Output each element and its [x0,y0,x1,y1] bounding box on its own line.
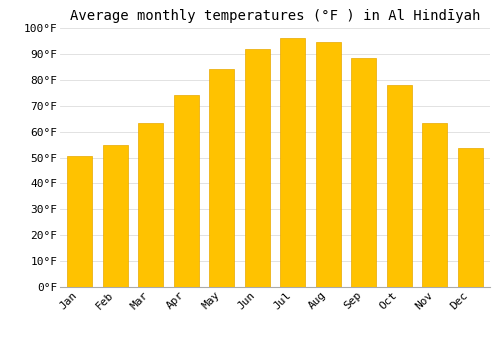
Bar [138,122,163,287]
Bar [67,156,92,287]
Title: Average monthly temperatures (°F ) in Al Hindīyah: Average monthly temperatures (°F ) in Al… [70,9,480,23]
Bar [174,95,199,287]
Bar [387,85,412,287]
Bar [245,49,270,287]
Bar [280,38,305,287]
Bar [210,69,234,287]
Bar [422,122,448,287]
Bar [102,145,128,287]
Bar [458,148,483,287]
Bar [316,42,340,287]
Bar [352,58,376,287]
